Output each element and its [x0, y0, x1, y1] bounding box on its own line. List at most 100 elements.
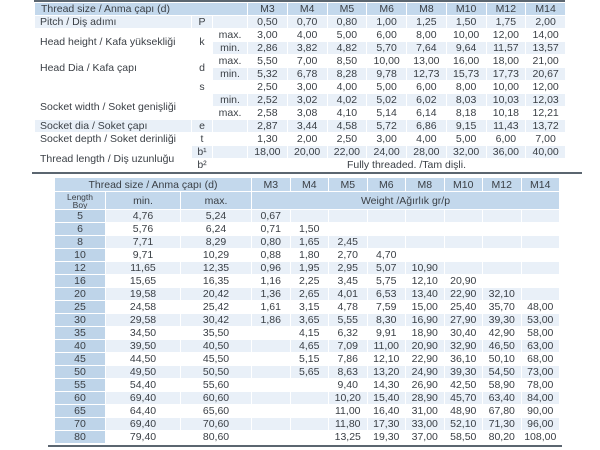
row-symbol: s [192, 81, 212, 93]
weight-value: 53,00 [521, 314, 559, 326]
weight-value: 6,32 [329, 327, 367, 339]
dimension-value: 20,67 [526, 68, 565, 80]
dimension-value: 4,00 [407, 133, 446, 145]
min-value: 7,71 [106, 236, 180, 248]
weight-value [290, 379, 328, 391]
weight-value [521, 249, 559, 261]
weight-value: 27,90 [444, 314, 482, 326]
weight-value: 5,15 [290, 353, 328, 365]
weight-value: 16,40 [367, 405, 405, 417]
weight-value: 1,80 [290, 249, 328, 261]
weight-value: 18,90 [406, 327, 444, 339]
size-column-header: M4 [287, 3, 327, 15]
dimensions-header-row: Thread size / Anma çapı (d) M3 M4 M5 M6 M8 M1… [35, 3, 565, 15]
weight-value: 0,67 [252, 210, 290, 222]
row-label: Socket depth / Soket derinliği [35, 133, 191, 145]
row-qualifier: max. [213, 55, 247, 67]
row-qualifier [213, 16, 247, 28]
row-qualifier: min. [213, 42, 247, 54]
weights-table-title: Thread size / Anma çapı (d) [55, 178, 251, 191]
min-value: 5,76 [106, 223, 180, 235]
size-column-header: M5 [327, 3, 367, 15]
weight-value: 16,90 [406, 314, 444, 326]
weight-value: 26,90 [406, 379, 444, 391]
weight-value: 3,45 [329, 275, 367, 287]
dimension-value: 28,00 [407, 146, 446, 158]
weight-column-header: Weight /Ağırlık gr/p [252, 192, 559, 209]
dimension-value: 8,00 [446, 81, 486, 93]
dimension-value: 7,00 [526, 133, 565, 145]
weight-value: 84,00 [521, 392, 559, 404]
weight-value: 67,80 [483, 405, 521, 417]
dimension-value: 4,02 [327, 94, 367, 106]
weight-value: 11,80 [329, 418, 367, 430]
dimension-value: 5,50 [248, 55, 287, 67]
weight-value: 6,53 [367, 288, 405, 300]
size-column-header: M10 [444, 178, 482, 191]
weight-value: 58,50 [444, 431, 482, 443]
dimension-row: Socket dia / Soket çapı e 2,87 3,44 4,58 5,72… [35, 120, 565, 132]
weight-value: 32,10 [483, 288, 521, 300]
weight-value: 19,30 [367, 431, 405, 443]
weight-value: 42,50 [444, 379, 482, 391]
weight-value: 15,40 [367, 392, 405, 404]
max-value: 35,50 [181, 327, 251, 339]
weight-row: 50 49,50 50,50 5,65 8,63 13,20 24,90 39,30 54,50… [55, 366, 559, 378]
dimension-value: 0,50 [248, 16, 287, 28]
length-value: 25 [55, 301, 105, 313]
dimension-value: 0,70 [287, 16, 327, 28]
max-value: 30,42 [181, 314, 251, 326]
row-label: Thread length / Diş uzunluğu [35, 146, 191, 171]
max-value: 60,60 [181, 392, 251, 404]
size-column-header: M8 [407, 3, 446, 15]
weight-value: 42,90 [483, 327, 521, 339]
weight-row: 6 5,76 6,24 0,71 1,50 [55, 223, 559, 235]
min-value: 24,58 [106, 301, 180, 313]
dimension-value: 10,00 [446, 29, 486, 41]
weight-value [483, 249, 521, 261]
length-header-line1: Length [67, 192, 93, 202]
dimension-value: 7,00 [287, 55, 327, 67]
row-qualifier: min. [213, 68, 247, 80]
max-value: 40,50 [181, 340, 251, 352]
dimension-value: 32,00 [446, 146, 486, 158]
weight-value [367, 210, 405, 222]
row-symbol: P [192, 16, 212, 28]
weight-row: 80 79,40 80,60 13,25 19,30 37,00 58,50 80,20 108… [55, 431, 559, 443]
size-column-header: M6 [367, 3, 406, 15]
weight-value: 11,00 [329, 405, 367, 417]
weight-value: 5,75 [367, 275, 405, 287]
weight-value: 25,40 [444, 301, 482, 313]
weight-value [252, 418, 290, 430]
weight-value [252, 405, 290, 417]
dimension-value: 10,00 [486, 81, 526, 93]
max-value: 45,50 [181, 353, 251, 365]
weight-value: 35,70 [483, 301, 521, 313]
dimension-value: 2,87 [248, 120, 287, 132]
weight-value: 58,90 [483, 379, 521, 391]
weight-value: 2,25 [290, 275, 328, 287]
dimension-value: 40,00 [526, 146, 565, 158]
min-value: 44,50 [106, 353, 180, 365]
dimension-value: 10,03 [486, 94, 526, 106]
weight-value: 4,70 [367, 249, 405, 261]
max-value: 25,42 [181, 301, 251, 313]
dimension-value: 3,00 [367, 133, 406, 145]
weight-value: 31,00 [406, 405, 444, 417]
weight-value: 5,55 [329, 314, 367, 326]
weight-value: 63,40 [483, 392, 521, 404]
dimension-value: 18,00 [486, 55, 526, 67]
max-value: 80,60 [181, 431, 251, 443]
weight-row: 12 11,65 12,35 0,96 1,95 2,95 5,07 10,90 [55, 262, 559, 274]
weight-value: 54,50 [483, 366, 521, 378]
weight-value [521, 210, 559, 222]
dimension-value: 3,82 [287, 42, 327, 54]
min-value: 4,76 [106, 210, 180, 222]
dimension-value: 15,73 [446, 68, 486, 80]
row-label: Head height / Kafa yüksekliği [35, 29, 191, 54]
row-symbol: k [192, 29, 212, 54]
weight-value [483, 262, 521, 274]
min-value: 34,50 [106, 327, 180, 339]
weight-row: 45 44,50 45,50 5,15 7,86 12,10 22,90 36,10 50,10… [55, 353, 559, 365]
